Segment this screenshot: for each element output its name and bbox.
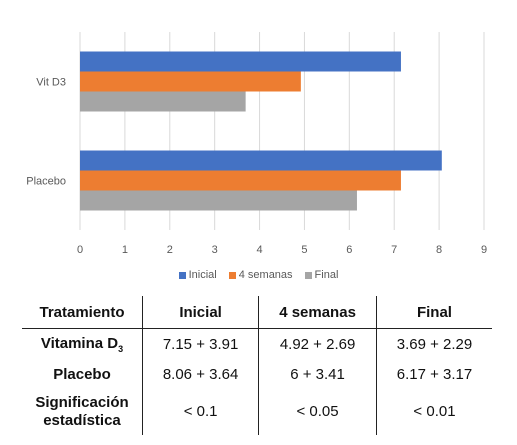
y-category-label: Placebo <box>26 176 66 188</box>
x-tick-label: 1 <box>122 244 128 256</box>
x-tick-label: 5 <box>301 244 307 256</box>
x-tick-label: 2 <box>167 244 173 256</box>
x-tick-label: 3 <box>212 244 218 256</box>
table-header-final: Final <box>375 296 492 329</box>
x-tick-label: 9 <box>481 244 487 256</box>
table-header-4-semanas: 4 semanas <box>258 296 377 329</box>
legend-label-4-semanas: 4 semanas <box>238 269 293 281</box>
table-cell: 4.92 + 2.69 <box>258 328 377 359</box>
table-header-tratamiento: Tratamiento <box>22 296 143 329</box>
y-category-label: Vit D3 <box>36 77 66 89</box>
x-tick-label: 4 <box>256 244 262 256</box>
table-cell: < 0.1 <box>141 389 259 435</box>
legend-label-inicial: Inicial <box>188 269 217 281</box>
table-row: Placebo 8.06 + 3.64 6 + 3.41 6.17 + 3.17 <box>22 359 492 389</box>
row-label-subscript: 3 <box>118 343 124 354</box>
row-label-placebo: Placebo <box>53 365 111 383</box>
legend-swatch-inicial <box>178 271 186 279</box>
x-tick-label: 8 <box>436 244 442 256</box>
bar <box>80 51 401 72</box>
x-tick-label: 6 <box>346 244 352 256</box>
x-tick-label: 7 <box>391 244 397 256</box>
bar-chart: 0 1 2 3 4 5 6 7 8 9 Vit D3 Placebo <box>26 32 487 256</box>
table-cell: < 0.01 <box>375 389 492 435</box>
x-tick-label: 0 <box>77 244 83 256</box>
legend-item-final: Final <box>304 269 339 281</box>
legend-swatch-final <box>304 271 312 279</box>
bar <box>80 91 246 112</box>
results-table: Tratamiento Inicial 4 semanas Final Vita… <box>22 296 492 435</box>
bar <box>80 190 357 211</box>
chart-legend: Inicial 4 semanas Final <box>0 269 517 281</box>
table-row: Significación estadística < 0.1 < 0.05 <… <box>22 389 492 435</box>
table-cell: 8.06 + 3.64 <box>141 359 259 389</box>
bar <box>80 71 301 92</box>
row-label-text: Vitamina D <box>40 334 119 352</box>
table-header-inicial: Inicial <box>141 296 259 329</box>
table-header-row: Tratamiento Inicial 4 semanas Final <box>22 296 492 329</box>
legend-item-4-semanas: 4 semanas <box>228 269 293 281</box>
bar <box>80 150 442 171</box>
bar <box>80 170 401 191</box>
legend-swatch-4-semanas <box>228 271 236 279</box>
table-cell: 7.15 + 3.91 <box>141 328 259 359</box>
table-row: Vitamina D3 7.15 + 3.91 4.92 + 2.69 3.69… <box>22 328 492 360</box>
table-cell: 6 + 3.41 <box>258 359 377 389</box>
table-cell: 3.69 + 2.29 <box>375 328 492 359</box>
row-label-significacion: Significación estadística <box>35 394 129 429</box>
legend-item-inicial: Inicial <box>178 269 217 281</box>
legend-label-final: Final <box>314 269 339 281</box>
row-label-vitamina-d3: Vitamina D3 <box>22 329 143 360</box>
table-cell: 6.17 + 3.17 <box>375 359 492 389</box>
table-cell: < 0.05 <box>258 389 377 435</box>
